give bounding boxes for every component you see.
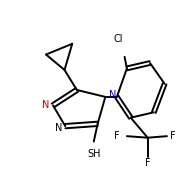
Text: SH: SH bbox=[87, 149, 101, 159]
Text: F: F bbox=[170, 131, 176, 141]
Text: F: F bbox=[114, 131, 120, 141]
Text: N: N bbox=[108, 90, 116, 100]
Text: F: F bbox=[145, 158, 151, 168]
Text: N: N bbox=[55, 123, 63, 133]
Text: N: N bbox=[42, 100, 50, 110]
Text: Cl: Cl bbox=[114, 34, 123, 44]
